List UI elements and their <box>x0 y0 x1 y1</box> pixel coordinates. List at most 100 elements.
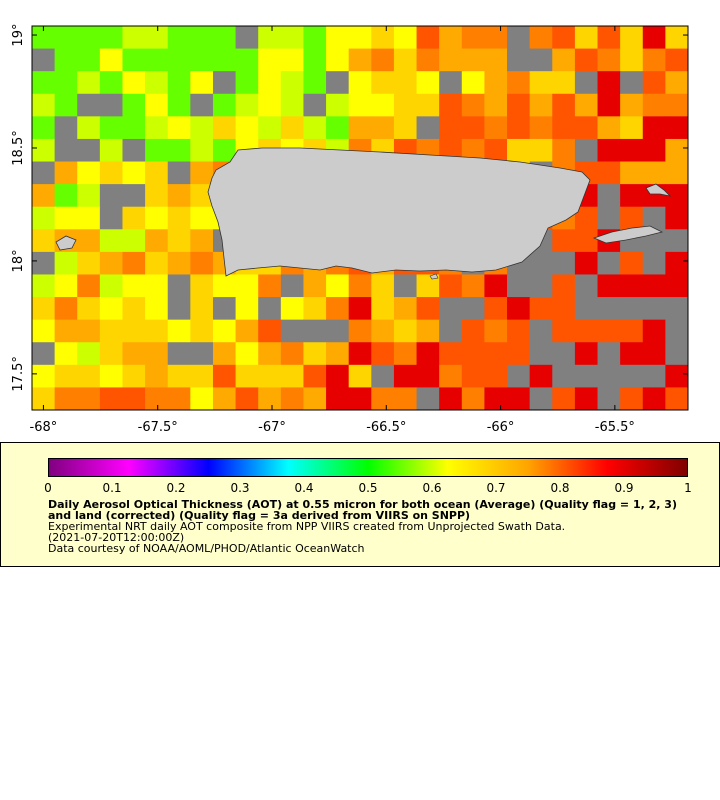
aot-cell <box>665 342 689 366</box>
aot-cell <box>54 71 78 95</box>
aot-cell <box>574 364 599 388</box>
aot-cell <box>620 206 644 230</box>
aot-cell <box>665 387 689 411</box>
aot-cell <box>665 48 689 72</box>
aot-cell <box>303 364 327 388</box>
aot-cell <box>461 342 485 366</box>
aot-cell <box>190 297 214 321</box>
aot-cell <box>665 274 689 298</box>
aot-cell <box>416 342 440 366</box>
legend-caption: Daily Aerosol Optical Thickness (AOT) at… <box>48 499 688 554</box>
aot-cell <box>190 116 214 140</box>
aot-cell <box>507 116 531 140</box>
aot-cell <box>484 319 508 343</box>
aot-cell <box>371 26 395 50</box>
aot-cell <box>54 342 78 366</box>
legend-title: Daily Aerosol Optical Thickness (AOT) at… <box>48 498 677 522</box>
aot-cell <box>665 206 689 230</box>
aot-cell <box>507 364 531 388</box>
aot-cell <box>552 48 576 72</box>
aot-cell <box>665 26 689 50</box>
aot-cell <box>99 342 123 366</box>
aot-cell <box>122 319 146 343</box>
aot-cell <box>167 48 191 72</box>
aot-cell <box>235 274 259 298</box>
aot-cell <box>416 319 440 343</box>
aot-cell <box>167 274 191 298</box>
aot-cell <box>597 161 621 185</box>
aot-cell <box>32 251 56 275</box>
aot-cell <box>642 251 666 275</box>
legend-description: Experimental NRT daily AOT composite fro… <box>48 520 566 533</box>
x-tick-label: -67° <box>258 420 286 435</box>
aot-cell <box>167 297 191 321</box>
aot-cell <box>212 48 237 72</box>
aot-cell <box>484 26 508 50</box>
aot-cell <box>416 48 440 72</box>
aot-cell <box>280 93 304 117</box>
aot-cell <box>54 297 78 321</box>
aot-cell <box>507 26 531 50</box>
aot-cell <box>190 26 214 50</box>
aot-cell <box>122 364 146 388</box>
legend-credit: Data courtesy of NOAA/AOML/PHOD/Atlantic… <box>48 542 365 555</box>
aot-cell <box>99 116 123 140</box>
aot-cell <box>529 48 553 72</box>
aot-cell <box>393 387 418 411</box>
aot-cell <box>167 184 191 208</box>
aot-cell <box>212 138 237 163</box>
aot-cell <box>145 364 169 388</box>
aot-cell <box>32 93 56 117</box>
aot-cell <box>190 364 214 388</box>
aot-cell <box>620 71 644 95</box>
aot-cell <box>54 138 78 163</box>
aot-cell <box>574 342 599 366</box>
aot-cell <box>145 138 169 163</box>
aot-cell <box>620 116 644 140</box>
aot-cell <box>190 342 214 366</box>
aot-cell <box>461 387 485 411</box>
aot-cell <box>99 48 123 72</box>
aot-cell <box>54 274 78 298</box>
land-masses <box>55 147 672 280</box>
aot-cell <box>484 48 508 72</box>
aot-cell <box>574 387 599 411</box>
aot-cell <box>529 319 553 343</box>
aot-cell <box>552 93 576 117</box>
aot-cell <box>280 342 304 366</box>
aot-cell <box>597 138 621 163</box>
aot-cell <box>145 387 169 411</box>
aot-cell <box>190 71 214 95</box>
aot-cell <box>393 342 418 366</box>
aot-cell <box>280 26 304 50</box>
y-tick-label: 17.5° <box>11 356 26 391</box>
aot-cell <box>145 48 169 72</box>
aot-cell <box>574 71 599 95</box>
aot-cell <box>439 297 463 321</box>
aot-cell <box>393 93 418 117</box>
aot-cell <box>122 342 146 366</box>
aot-cell <box>167 138 191 163</box>
aot-cell <box>32 138 56 163</box>
mona-island <box>55 235 77 251</box>
aot-cell <box>167 319 191 343</box>
aot-cell <box>54 161 78 185</box>
aot-cell <box>212 297 237 321</box>
aot-cell <box>235 26 259 50</box>
aot-cell <box>597 26 621 50</box>
aot-cell <box>620 297 644 321</box>
aot-cell <box>371 116 395 140</box>
aot-cell <box>235 364 259 388</box>
aot-cell <box>371 364 395 388</box>
aot-cell <box>529 364 553 388</box>
aot-cell <box>54 48 78 72</box>
aot-cell <box>99 297 123 321</box>
aot-cell <box>461 93 485 117</box>
aot-cell <box>642 161 666 185</box>
aot-cell <box>145 206 169 230</box>
aot-cell <box>597 274 621 298</box>
aot-cell <box>280 71 304 95</box>
aot-cell <box>574 93 599 117</box>
aot-cell <box>529 93 553 117</box>
aot-cell <box>620 364 644 388</box>
